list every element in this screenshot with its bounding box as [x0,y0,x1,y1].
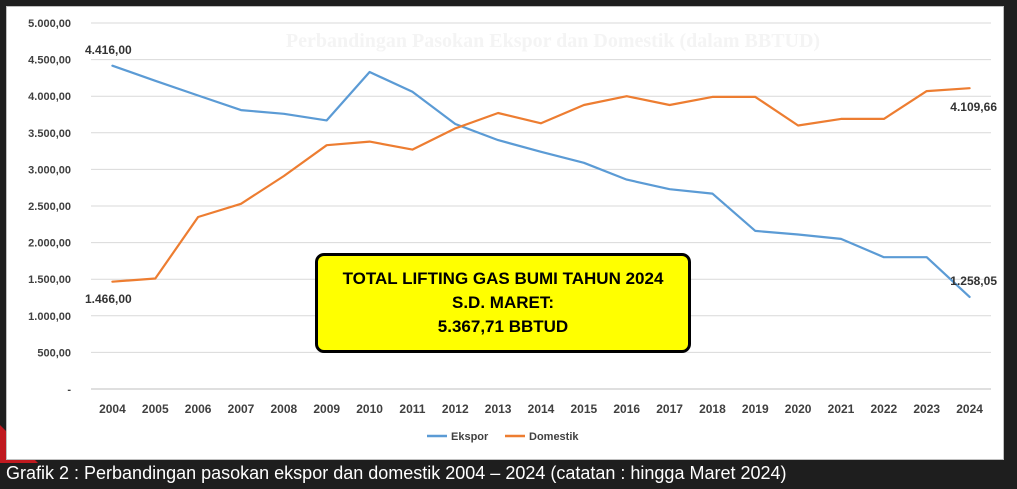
x-axis-ticks: 2004 2005 2006 2007 2008 2009 2010 2011 2012 2013… [99,402,983,416]
figure-caption: Grafik 2 : Perbandingan pasokan ekspor d… [6,463,787,483]
x-tick-label: 2017 [656,402,683,416]
data-labels: 4.416,00 1.466,00 1.258,05 4.109,66 [85,43,997,306]
y-tick-label: 4.500,00 [28,55,71,67]
x-tick-label: 2016 [613,402,640,416]
callout-line-3: 5.367,71 BBTUD [437,317,569,336]
series-lines [111,64,971,298]
x-tick-label: 2007 [228,402,255,416]
series-line-domestik [111,87,971,283]
x-tick-label: 2014 [528,402,555,416]
x-tick-label: 2023 [913,402,940,416]
series-line-ekspor [111,64,971,298]
y-tick-label: 5.000,00 [28,18,71,30]
callout-line-2: S.D. MARET: [452,293,554,312]
x-tick-label: 2013 [485,402,512,416]
y-tick-label: 1.000,00 [28,311,71,323]
callout-line-1: TOTAL LIFTING GAS BUMI TAHUN 2024 [342,269,664,288]
x-tick-label: 2006 [185,402,212,416]
x-tick-label: 2009 [313,402,340,416]
chart-title: Perbandingan Pasokan Ekspor dan Domestik… [286,30,820,52]
x-tick-label: 2008 [271,402,298,416]
x-tick-label: 2022 [871,402,898,416]
x-tick-label: 2015 [571,402,598,416]
x-tick-label: 2010 [356,402,383,416]
x-tick-label: 2011 [399,402,425,416]
x-tick-label: 2012 [442,402,469,416]
x-tick-label: 2004 [99,402,126,416]
y-tick-label: 1.500,00 [28,274,71,286]
x-tick-label: 2024 [956,402,983,416]
line-chart: Perbandingan Pasokan Ekspor dan Domestik… [28,18,997,443]
chart-panel: Perbandingan Pasokan Ekspor dan Domestik… [6,6,1004,460]
data-label-domestik-end: 4.109,66 [950,100,997,114]
y-tick-label: 3.500,00 [28,128,71,140]
data-label-ekspor-end: 1.258,05 [950,274,997,288]
y-tick-label: 2.000,00 [28,238,71,250]
x-tick-label: 2005 [142,402,169,416]
legend-label-domestik: Domestik [529,431,579,443]
x-tick-label: 2020 [785,402,812,416]
y-axis-ticks: 5.000,00 4.500,00 4.000,00 3.500,00 3.000,00… [28,18,71,396]
data-label-ekspor-start: 4.416,00 [85,43,132,57]
y-tick-label: 500,00 [37,347,71,359]
legend: Ekspor Domestik [427,431,579,443]
total-lifting-callout: TOTAL LIFTING GAS BUMI TAHUN 2024 S.D. M… [315,253,691,353]
x-tick-label: 2019 [742,402,769,416]
y-tick-label: 3.000,00 [28,164,71,176]
x-tick-label: 2021 [828,402,855,416]
y-tick-label: - [67,384,71,396]
x-tick-label: 2018 [699,402,726,416]
legend-label-ekspor: Ekspor [451,431,489,443]
data-label-domestik-start: 1.466,00 [85,292,132,306]
y-tick-label: 2.500,00 [28,201,71,213]
y-tick-label: 4.000,00 [28,91,71,103]
